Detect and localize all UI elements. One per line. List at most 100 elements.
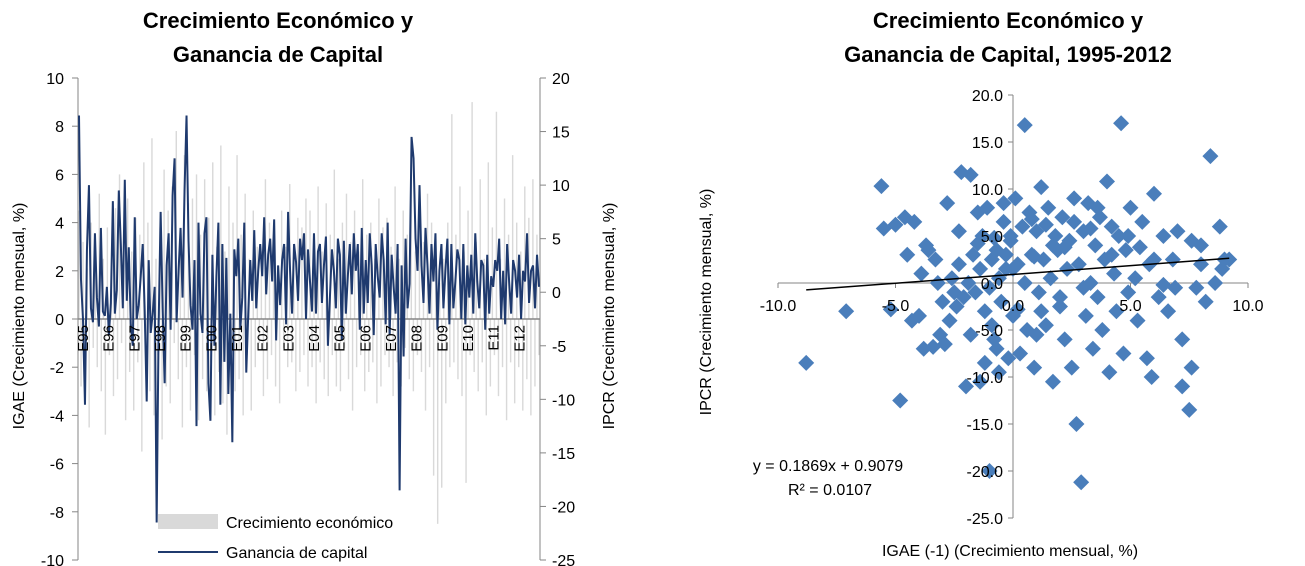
crecimiento-bar — [100, 319, 103, 392]
scatter-point — [1113, 115, 1130, 132]
scatter-point — [990, 364, 1007, 381]
crecimiento-bar — [477, 319, 479, 392]
crecimiento-bar — [141, 319, 143, 452]
scatter-point — [920, 242, 937, 259]
scatter-point — [967, 284, 984, 301]
scatter-point — [1033, 179, 1050, 196]
scatter-point — [899, 246, 916, 263]
scatter-point — [1143, 369, 1160, 385]
scatter-point — [929, 275, 946, 291]
chart2-y-tick-label: 0.0 — [981, 276, 1003, 293]
chart1-legend: Crecimiento económico Ganancia de capita… — [158, 514, 393, 562]
scatter-point — [962, 326, 979, 343]
crecimiento-bar — [234, 319, 236, 392]
crecimiento-bar — [538, 319, 540, 356]
crecimiento-bar — [432, 319, 435, 476]
crecimiento-bar — [351, 319, 354, 411]
crecimiento-bar — [299, 319, 301, 373]
chart2-y-tick-label: 5.0 — [981, 229, 1003, 246]
crecimiento-bar — [327, 319, 329, 397]
chart1-x-label: E01 — [229, 325, 246, 352]
crecimiento-bar — [333, 169, 336, 319]
crecimiento-bar — [226, 319, 228, 435]
chart1-y2-tick-label: 5 — [552, 232, 561, 249]
chart1-x-label: E00 — [203, 325, 220, 352]
crecimiento-bar — [287, 319, 289, 368]
crecimiento-bar — [260, 251, 263, 319]
chart2-x-tick-label: -5.0 — [882, 298, 910, 315]
chart1-y-tick-label: -8 — [50, 505, 64, 522]
crecimiento-bar — [78, 210, 80, 319]
crecimiento-bar — [522, 319, 524, 411]
scatter-point — [976, 354, 993, 371]
trendline — [806, 257, 1230, 291]
scatter-point — [892, 392, 909, 409]
crecimiento-bar — [418, 203, 421, 319]
scatter-point — [913, 265, 930, 282]
scatter-point — [1197, 293, 1214, 310]
chart2-x-tick-label: 5.0 — [1119, 298, 1141, 315]
scatter-point — [1014, 218, 1031, 235]
scatter-point — [1009, 301, 1026, 318]
scatter-point — [911, 307, 927, 324]
legend-bar-swatch — [158, 514, 218, 529]
scatter-point — [1174, 378, 1191, 395]
crecimiento-bar — [106, 227, 109, 319]
crecimiento-bar — [238, 319, 240, 380]
crecimiento-bar — [301, 227, 303, 319]
crecimiento-bar — [532, 179, 534, 319]
chart1-y-tick-label: -10 — [41, 553, 64, 566]
crecimiento-bar — [445, 319, 447, 404]
crecimiento-bar — [278, 319, 281, 404]
chart1-x-label: E04 — [306, 325, 323, 352]
crecimiento-bar — [149, 319, 151, 392]
chart1-x-label: E02 — [255, 325, 272, 352]
chart1-y-axis-label: IGAE (Crecimiento mensual, %) — [11, 203, 28, 430]
chart2-x-tick-label: 0.0 — [1002, 298, 1024, 315]
ganancia-de-capital-line — [78, 115, 540, 523]
chart1-y2-tick-label: -20 — [552, 499, 575, 516]
scatter-point — [1077, 307, 1094, 324]
crecimiento-bar — [282, 319, 285, 348]
crecimiento-bar — [272, 234, 275, 319]
chart1-x-label: E07 — [383, 325, 400, 352]
crecimiento-bar — [434, 270, 437, 319]
crecimiento-bar — [491, 227, 494, 319]
scatter-point — [1103, 246, 1120, 263]
scatter-point — [1211, 218, 1228, 235]
chart2-points — [798, 115, 1238, 491]
crecimiento-bar — [167, 210, 169, 319]
crecimiento-bar — [380, 319, 382, 387]
chart2-y-tick-label: -10.0 — [967, 370, 1004, 387]
crecimiento-bar — [179, 241, 182, 319]
crecimiento-bar — [453, 319, 455, 363]
scatter-point — [1131, 239, 1148, 256]
scatter-point — [1016, 275, 1033, 291]
scatter-point — [958, 378, 974, 395]
scatter-point — [1056, 331, 1073, 348]
crecimiento-bar — [505, 319, 508, 421]
crecimiento-bar — [451, 114, 453, 320]
scatter-point — [960, 275, 977, 291]
scatter-point — [882, 301, 899, 318]
chart1-y-ticks: 10 8 6 4 2 0 -2 -4 -6 -8 -10 — [41, 71, 64, 566]
crecimiento-bar — [104, 319, 107, 435]
scatter-point — [1099, 173, 1115, 190]
crecimiento-bar — [262, 319, 265, 397]
scatter-point — [1134, 213, 1151, 230]
crecimiento-bar — [382, 227, 384, 319]
scatter-point — [1089, 199, 1106, 216]
scatter-point — [972, 260, 989, 277]
crecimiento-bar — [388, 319, 390, 368]
chart1-x-label: E98 — [152, 325, 169, 352]
chart1-y2-tick-label: 15 — [552, 125, 570, 142]
crecimiento-bar — [402, 210, 404, 319]
crecimiento-bar — [410, 174, 413, 319]
scatter-point — [981, 463, 998, 479]
scatter-point — [1138, 350, 1155, 367]
chart2-title-line2: Ganancia de Capital, 1995-2012 — [844, 42, 1172, 67]
chart1-x-label: E10 — [460, 325, 477, 352]
scatter-point — [1103, 218, 1120, 235]
crecimiento-bar — [155, 258, 157, 319]
scatter-point — [1037, 317, 1054, 334]
